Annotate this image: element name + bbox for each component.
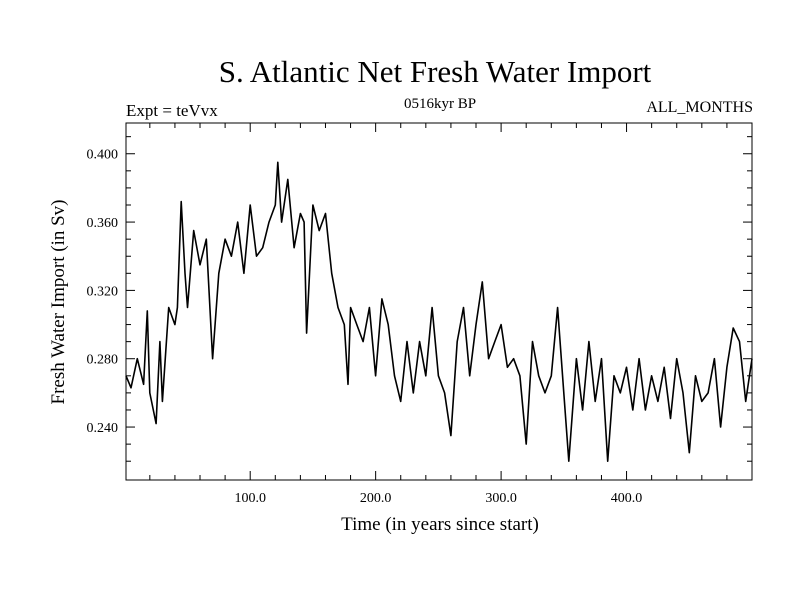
axis-ticks [126, 123, 752, 480]
x-tick-label: 300.0 [485, 491, 517, 506]
months-label: ALL_MONTHS [646, 99, 753, 116]
series-line [125, 161, 753, 463]
x-axis-label: Time (in years since start) [341, 514, 539, 535]
y-tick-label: 0.280 [87, 353, 119, 368]
period-label: 0516kyr BP [403, 96, 477, 112]
chart-title: S. Atlantic Net Fresh Water Import [218, 54, 652, 89]
y-tick-label: 0.400 [87, 148, 119, 163]
x-tick-label: 400.0 [611, 491, 643, 506]
y-tick-label: 0.360 [87, 216, 119, 231]
y-axis-label: Fresh Water Import (in Sv) [48, 200, 69, 405]
x-tick-label: 200.0 [360, 491, 392, 506]
experiment-label: Expt = teVvx [126, 101, 218, 120]
y-tick-label: 0.320 [87, 284, 119, 299]
plot-frame [125, 122, 753, 481]
x-tick-label: 100.0 [234, 491, 266, 506]
axis-tick-labels: 100.0 200.0 300.0 400.0 0.240 0.280 0.320 0.360… [87, 148, 643, 506]
y-tick-label: 0.240 [87, 421, 119, 436]
